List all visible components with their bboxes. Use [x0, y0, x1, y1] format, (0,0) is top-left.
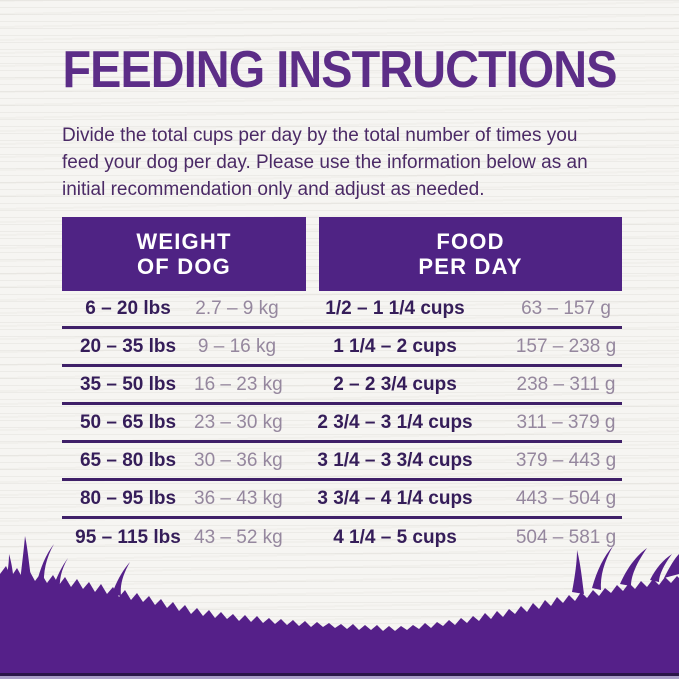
food-cups: 2 – 2 3/4 cups — [333, 373, 457, 395]
weight-lbs: 80 – 95 lbs — [79, 487, 177, 509]
food-cups: 3 1/4 – 3 3/4 cups — [317, 449, 473, 471]
feeding-table: WEIGHT OF DOG FOOD PER DAY 6 – 20 lbs 2.… — [62, 217, 622, 557]
weight-lbs: 20 – 35 lbs — [79, 335, 177, 357]
food-cups: 1 1/4 – 2 cups — [333, 335, 457, 357]
weight-kg: 30 – 36 kg — [194, 449, 283, 471]
weight-kg: 43 – 52 kg — [194, 527, 283, 548]
food-grams: 157 – 238 g — [515, 335, 617, 357]
weight-lbs: 65 – 80 lbs — [79, 449, 177, 471]
table-row: 65 – 80 lbs 30 – 36 kg 3 1/4 – 3 3/4 cup… — [62, 443, 622, 481]
food-grams: 238 – 311 g — [516, 373, 616, 395]
weight-kg: 16 – 23 kg — [194, 373, 283, 395]
food-grams: 311 – 379 g — [516, 411, 616, 433]
header-weight-line1: WEIGHT — [136, 229, 232, 254]
food-grams: 504 – 581 g — [515, 527, 617, 548]
table-row: 20 – 35 lbs 9 – 16 kg 1 1/4 – 2 cups 157… — [62, 329, 622, 367]
header-food-line1: FOOD — [436, 229, 505, 254]
table-row: 35 – 50 lbs 16 – 23 kg 2 – 2 3/4 cups 23… — [62, 367, 622, 405]
intro-line-2: feed your dog per day. Please use the in… — [62, 152, 588, 173]
table-row: 50 – 65 lbs 23 – 30 kg 2 3/4 – 3 1/4 cup… — [62, 405, 622, 443]
table-row: 95 – 115 lbs 43 – 52 kg 4 1/4 – 5 cups 5… — [62, 519, 622, 557]
table-body: 6 – 20 lbs 2.7 – 9 kg 1/2 – 1 1/4 cups 6… — [62, 291, 622, 557]
intro-line-1: Divide the total cups per day by the tot… — [62, 125, 578, 146]
weight-lbs: 50 – 65 lbs — [79, 411, 177, 433]
food-cups: 2 3/4 – 3 1/4 cups — [317, 411, 473, 433]
weight-lbs: 95 – 115 lbs — [75, 527, 181, 548]
grass-silhouette-icon — [0, 536, 679, 679]
page-title: FEEDING INSTRUCTIONS — [62, 41, 617, 99]
intro-paragraph: Divide the total cups per day by the tot… — [62, 122, 624, 203]
weight-kg: 2.7 – 9 kg — [195, 297, 279, 319]
table-row: 80 – 95 lbs 36 – 43 kg 3 3/4 – 4 1/4 cup… — [62, 481, 622, 519]
food-grams: 63 – 157 g — [521, 297, 611, 319]
header-weight-of-dog: WEIGHT OF DOG — [62, 217, 306, 291]
weight-kg: 36 – 43 kg — [194, 487, 283, 509]
weight-lbs: 6 – 20 lbs — [85, 297, 171, 319]
food-cups: 1/2 – 1 1/4 cups — [325, 297, 465, 319]
header-food-line2: PER DAY — [418, 254, 523, 279]
weight-kg: 9 – 16 kg — [197, 335, 277, 357]
food-grams: 443 – 504 g — [515, 487, 617, 509]
food-cups: 4 1/4 – 5 cups — [333, 527, 457, 548]
weight-kg: 23 – 30 kg — [194, 411, 283, 433]
food-grams: 379 – 443 g — [515, 449, 617, 471]
weight-lbs: 35 – 50 lbs — [79, 373, 177, 395]
table-header-row: WEIGHT OF DOG FOOD PER DAY — [62, 217, 622, 291]
food-cups: 3 3/4 – 4 1/4 cups — [317, 487, 473, 509]
table-row: 6 – 20 lbs 2.7 – 9 kg 1/2 – 1 1/4 cups 6… — [62, 291, 622, 329]
header-weight-line2: OF DOG — [137, 254, 231, 279]
header-food-per-day: FOOD PER DAY — [319, 217, 622, 291]
intro-line-3: initial recommendation only and adjust a… — [62, 179, 485, 200]
